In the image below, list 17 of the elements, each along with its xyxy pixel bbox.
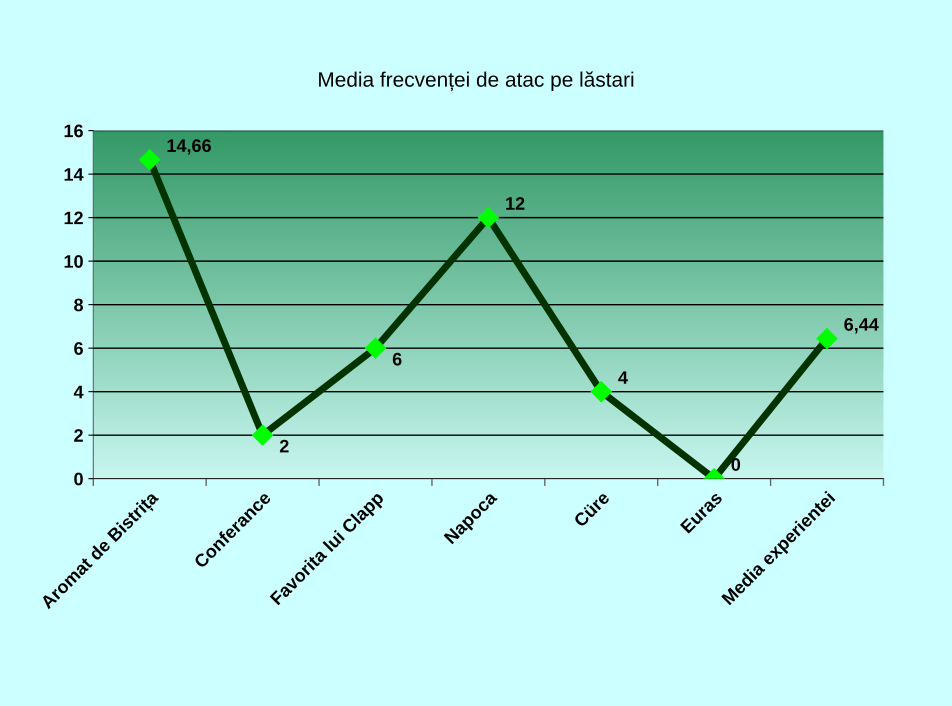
y-tick-label: 4 bbox=[74, 386, 84, 398]
y-tick-label: 10 bbox=[64, 255, 83, 268]
y-tick-label: 2 bbox=[74, 429, 83, 442]
y-tick-label: 14 bbox=[64, 168, 84, 181]
y-tick-label: 16 bbox=[64, 124, 83, 138]
data-label: 6 bbox=[392, 352, 402, 366]
y-tick-label: 0 bbox=[74, 472, 83, 486]
y-tick-label: 8 bbox=[74, 298, 84, 312]
y-tick-label: 6 bbox=[74, 342, 83, 355]
data-label: 12 bbox=[506, 197, 524, 210]
data-label: 2 bbox=[280, 440, 289, 452]
data-label: 14,66 bbox=[168, 139, 211, 155]
data-label: 4 bbox=[618, 371, 628, 384]
data-label: 6,44 bbox=[844, 318, 879, 334]
chart-title: Media frecvenței de atac pe lăstari bbox=[319, 71, 634, 92]
y-tick-label: 12 bbox=[64, 212, 83, 224]
data-label: 0 bbox=[732, 458, 740, 471]
